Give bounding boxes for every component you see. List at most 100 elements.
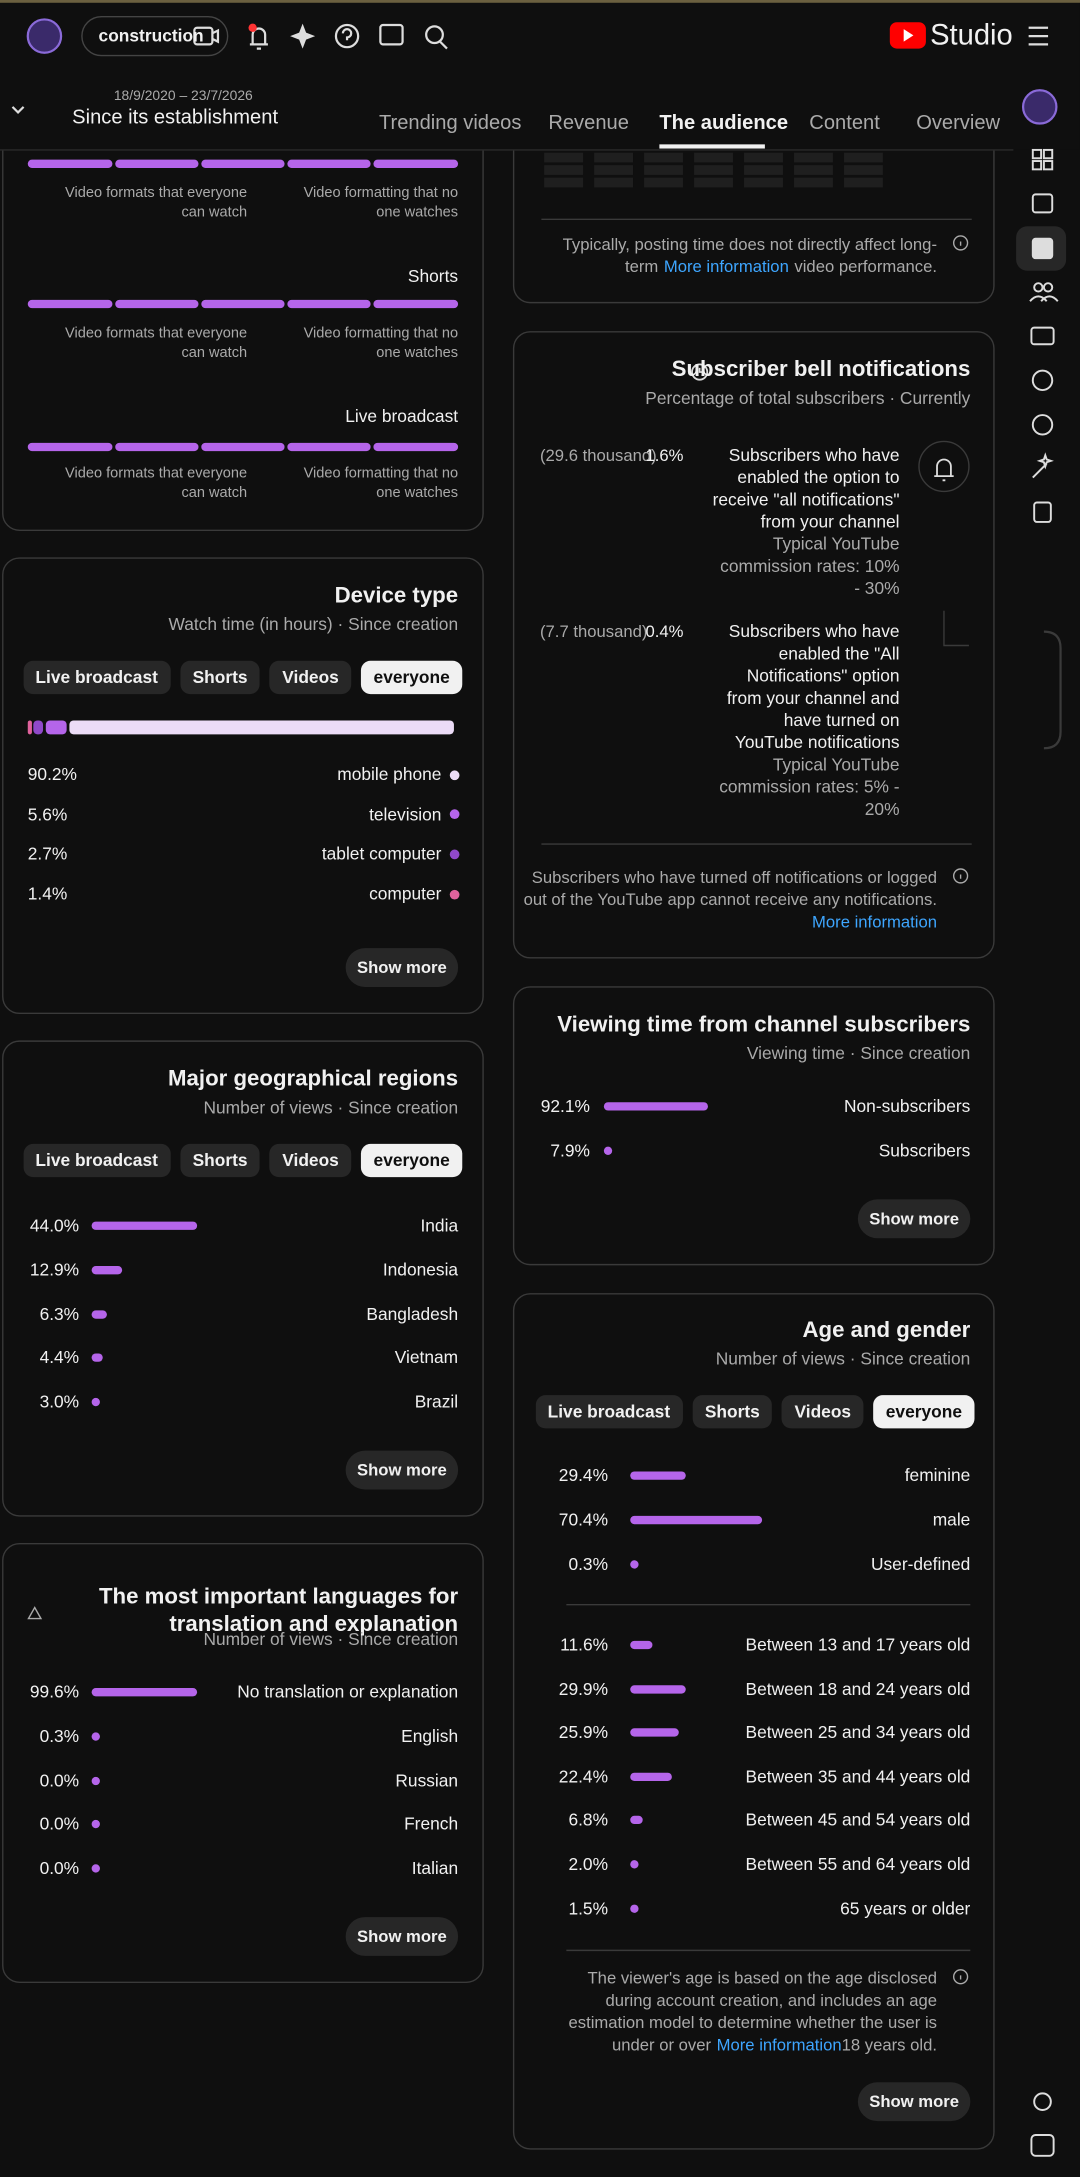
tab[interactable]: Content: [809, 112, 880, 135]
note-text: The viewer's age is based on the age dis…: [568, 1968, 938, 2055]
row-label: television: [369, 804, 442, 825]
commission-rate: Typical YouTube commission rates: 10% - …: [720, 534, 900, 599]
filter-bar: Live broadcast Shorts Videos everyone: [0, 1143, 463, 1178]
filter-chip[interactable]: Live broadcast: [22, 1143, 171, 1178]
percent: 1.5%: [568, 1898, 609, 1918]
format-caption: Video formatting that no one watches: [303, 324, 459, 361]
note-text: video performance.: [794, 256, 938, 277]
row-label: Russian: [395, 1770, 459, 1791]
percent: 92.1%: [540, 1096, 590, 1117]
filter-bar: Live broadcast Shorts Videos everyone: [0, 660, 463, 695]
more-info-link: More information: [716, 2035, 842, 2055]
row-label: Brazil: [414, 1392, 459, 1413]
bar: [630, 1860, 639, 1869]
format-caption: Video formatting that no one watches: [303, 184, 459, 221]
bar: [91, 1354, 103, 1363]
format-caption: Video formats that everyone can watch: [65, 184, 248, 221]
row-label: No translation or explanation: [237, 1682, 459, 1702]
bar: [91, 1820, 100, 1829]
show-more-button[interactable]: Show more: [345, 1917, 459, 1956]
card-subtitle: Number of views · Since creation: [715, 1349, 971, 1369]
percent: 4.4%: [39, 1348, 80, 1368]
filter-chip[interactable]: everyone: [361, 1143, 463, 1178]
format-label: Live broadcast: [345, 406, 459, 427]
bar: [630, 1515, 763, 1525]
channel-button[interactable]: construction: [98, 26, 204, 46]
card-subtitle: Number of views · Since creation: [203, 1098, 459, 1118]
row-label: male: [932, 1510, 971, 1530]
bar: [91, 1732, 100, 1741]
percent: 22.4%: [558, 1766, 609, 1787]
tab[interactable]: Revenue: [548, 112, 629, 135]
card-subtitle: Watch time (in hours) · Since creation: [168, 614, 459, 635]
row-label: Between 35 and 44 years old: [745, 1766, 971, 1787]
bar: [630, 1772, 673, 1781]
show-more-button[interactable]: Show more: [857, 1199, 971, 1239]
note: Subscribers who have turned off notifica…: [521, 866, 937, 933]
card-subtitle: Viewing time · Since creation: [746, 1043, 971, 1064]
row-label: Non-subscribers: [843, 1096, 971, 1117]
format-caption: Video formats that everyone can watch: [65, 465, 248, 502]
tab[interactable]: Overview: [916, 112, 1001, 135]
tab[interactable]: Trending videos: [378, 112, 522, 135]
row-label: mobile phone: [337, 764, 442, 785]
percent: 99.6%: [29, 1682, 80, 1702]
bar: [630, 1640, 652, 1650]
card-title: Device type: [334, 584, 459, 609]
filter-bar: Live broadcast Shorts Videos everyone: [419, 1395, 975, 1429]
note: Typically, posting time does not directl…: [534, 233, 937, 277]
percent: 25.9%: [558, 1722, 609, 1743]
row-label: Between 45 and 54 years old: [745, 1810, 971, 1831]
row-label: 65 years or older: [840, 1898, 971, 1918]
tab[interactable]: The audience: [659, 112, 789, 135]
filter-chip[interactable]: Videos: [269, 1143, 352, 1178]
format-label: Shorts: [407, 266, 459, 286]
percent: 0.0%: [39, 1814, 80, 1835]
filter-chip[interactable]: everyone: [873, 1395, 975, 1429]
bell-text: Subscribers who have enabled the option …: [712, 445, 900, 532]
percent: 7.9%: [550, 1141, 590, 1161]
row-label: Bangladesh: [366, 1304, 459, 1324]
note-text: Typically, posting time does not directl…: [562, 234, 938, 277]
filter-chip[interactable]: Live broadcast: [535, 1395, 683, 1429]
bar: [630, 1816, 643, 1825]
bar: [91, 1221, 198, 1230]
card-title: Age and gender: [802, 1318, 971, 1343]
filter-chip[interactable]: Videos: [269, 660, 352, 695]
bar: [603, 1146, 613, 1155]
row-label: French: [404, 1814, 459, 1835]
date-range: 18/9/2020 – 23/7/2026: [113, 88, 253, 105]
stacked-segment: [27, 720, 32, 735]
percent: 29.9%: [558, 1679, 609, 1699]
bar: [91, 1309, 107, 1319]
legend-dot: [449, 809, 460, 820]
filter-chip[interactable]: Live broadcast: [22, 660, 171, 695]
filter-chip[interactable]: Shorts: [180, 660, 261, 695]
filter-chip[interactable]: Shorts: [180, 1143, 261, 1178]
stacked-segment: [33, 720, 44, 735]
show-more-button[interactable]: Show more: [345, 948, 459, 987]
bar: [630, 1728, 679, 1737]
row-label: English: [401, 1726, 459, 1747]
show-more-button[interactable]: Show more: [857, 2082, 971, 2122]
percent: 0.3%: [39, 1726, 80, 1747]
stacked-segment: [45, 720, 68, 735]
show-more-button[interactable]: Show more: [345, 1450, 459, 1490]
note: The viewer's age is based on the age dis…: [559, 1967, 937, 2056]
percent: 11.6%: [560, 1635, 609, 1655]
filter-chip[interactable]: Shorts: [692, 1395, 773, 1429]
note-text: 18 years old.: [841, 2035, 938, 2055]
filter-chip[interactable]: everyone: [361, 660, 463, 695]
card-subtitle: Percentage of total subscribers · Curren…: [645, 388, 971, 409]
subscriber-count: (29.6 thousand): [539, 445, 657, 466]
card-subtitle: Number of views · Since creation: [203, 1629, 459, 1650]
date-period[interactable]: Since its establishment: [72, 106, 279, 130]
bar: [91, 1398, 100, 1407]
row-label: feminine: [904, 1465, 971, 1486]
row-label: Between 13 and 17 years old: [745, 1635, 971, 1655]
more-info-link: More information: [812, 912, 938, 932]
percent: 6.8%: [568, 1810, 609, 1831]
percent: 1.6%: [645, 445, 684, 466]
filter-chip[interactable]: Videos: [781, 1395, 864, 1429]
